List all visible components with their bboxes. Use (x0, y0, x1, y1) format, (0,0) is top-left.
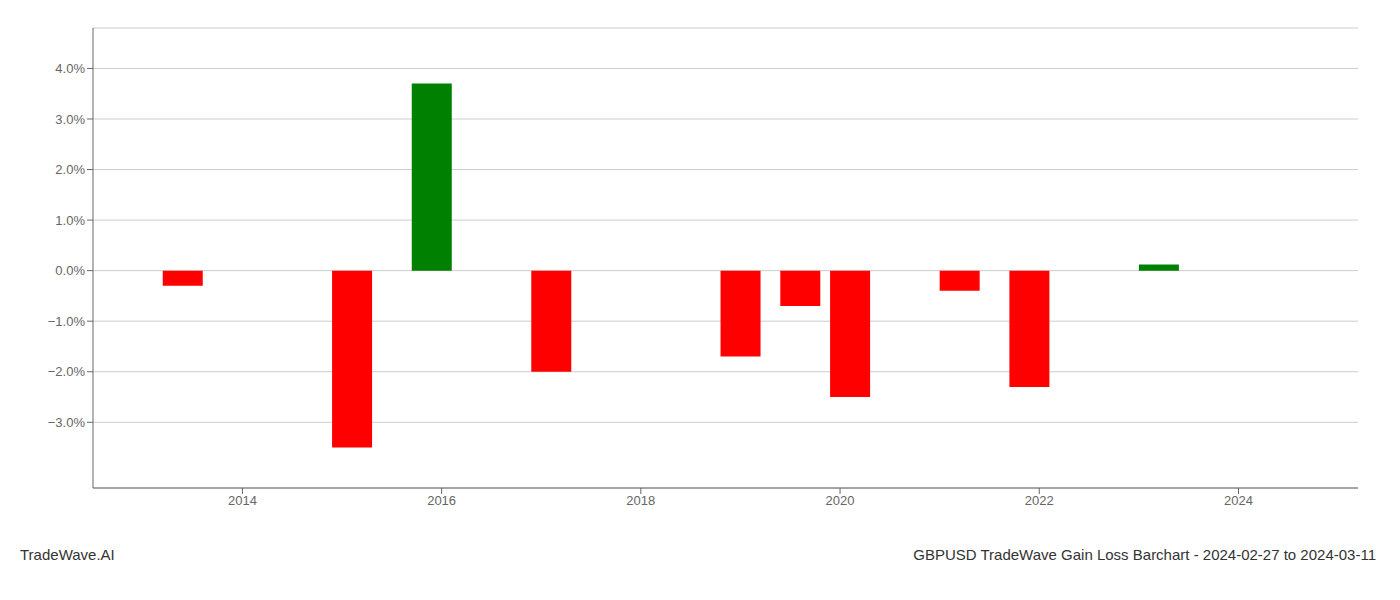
svg-text:2016: 2016 (427, 493, 456, 508)
svg-text:3.0%: 3.0% (55, 112, 85, 127)
svg-text:1.0%: 1.0% (55, 213, 85, 228)
svg-text:−1.0%: −1.0% (48, 314, 86, 329)
svg-text:−3.0%: −3.0% (48, 415, 86, 430)
svg-text:4.0%: 4.0% (55, 61, 85, 76)
svg-text:2.0%: 2.0% (55, 162, 85, 177)
svg-text:2022: 2022 (1025, 493, 1054, 508)
svg-text:2020: 2020 (826, 493, 855, 508)
svg-text:−2.0%: −2.0% (48, 364, 86, 379)
svg-text:2024: 2024 (1224, 493, 1253, 508)
html-text:GBPUSD TradeWave Gain Loss Bar: GBPUSD TradeWave Gain Loss Barchart - 20… (913, 546, 1376, 563)
svg-text:2014: 2014 (228, 493, 257, 508)
html-text:TradeWave.AI: TradeWave.AI (20, 546, 115, 563)
svg-text:2018: 2018 (626, 493, 655, 508)
svg-text:0.0%: 0.0% (55, 263, 85, 278)
